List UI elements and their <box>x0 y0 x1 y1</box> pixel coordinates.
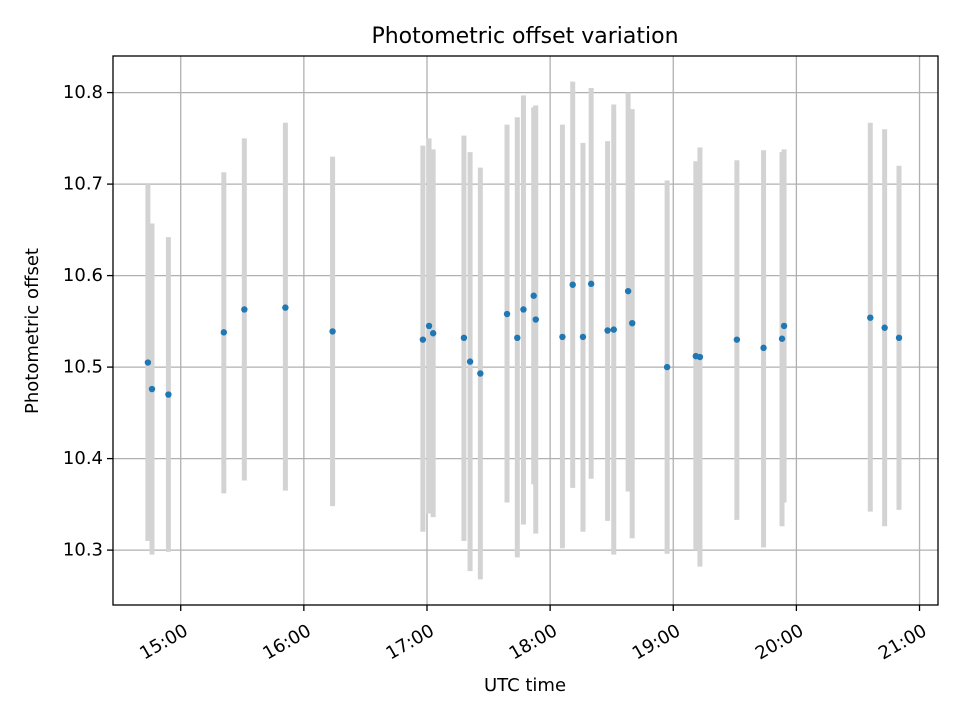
data-point <box>579 333 587 341</box>
x-axis-ticks: 15:00 16:00 17:00 18:00 19:00 20:00 21:00 <box>136 605 930 664</box>
x-tick-label: 16:00 <box>259 620 314 664</box>
data-point <box>477 370 484 377</box>
data-point <box>663 363 671 371</box>
data-point <box>881 324 888 331</box>
data-point <box>569 281 576 288</box>
data-point <box>148 385 156 393</box>
data-point <box>778 335 786 342</box>
data-point <box>514 334 521 342</box>
data-point <box>520 306 527 313</box>
data-point <box>895 334 903 342</box>
data-point <box>460 334 468 342</box>
data-point <box>587 280 595 288</box>
x-tick-label: 18:00 <box>506 620 561 664</box>
x-tick-label: 20:00 <box>752 620 807 664</box>
data-point <box>530 292 537 299</box>
data-point <box>696 353 704 361</box>
error-bars <box>145 81 902 580</box>
y-tick-label: 10.4 <box>63 448 103 469</box>
chart-title: Photometric offset variation <box>371 24 678 49</box>
data-point <box>624 287 632 295</box>
data-point <box>241 306 248 313</box>
data-point <box>419 336 427 343</box>
data-point <box>610 326 617 333</box>
data-point <box>144 359 152 366</box>
x-axis-label: UTC time <box>484 675 566 696</box>
y-tick-label: 10.3 <box>63 540 103 561</box>
data-point <box>425 322 433 330</box>
data-point <box>532 316 539 323</box>
y-tick-label: 10.6 <box>63 265 103 286</box>
y-tick-label: 10.7 <box>63 174 103 195</box>
data-point <box>559 333 566 341</box>
x-tick-label: 21:00 <box>875 620 930 664</box>
data-point <box>780 322 788 330</box>
x-tick-label: 17:00 <box>382 620 437 664</box>
data-point <box>604 327 611 334</box>
data-point <box>165 391 172 398</box>
x-tick-label: 15:00 <box>136 620 191 664</box>
data-point <box>733 336 741 343</box>
data-point <box>220 329 228 336</box>
data-point <box>503 310 511 318</box>
data-point <box>466 358 474 365</box>
data-point <box>760 344 767 352</box>
y-tick-label: 10.5 <box>63 357 103 378</box>
data-point <box>282 304 289 311</box>
data-point <box>329 328 336 335</box>
data-points <box>144 280 903 398</box>
data-point <box>629 319 636 327</box>
plot-frame <box>112 55 939 606</box>
y-tick-label: 10.8 <box>63 82 103 103</box>
y-axis-ticks: 10.3 10.4 10.5 10.6 10.7 10.8 <box>63 82 113 561</box>
data-point <box>867 314 874 321</box>
data-point <box>429 330 437 337</box>
y-axis-label: Photometric offset <box>22 248 43 414</box>
x-tick-label: 19:00 <box>629 620 684 664</box>
